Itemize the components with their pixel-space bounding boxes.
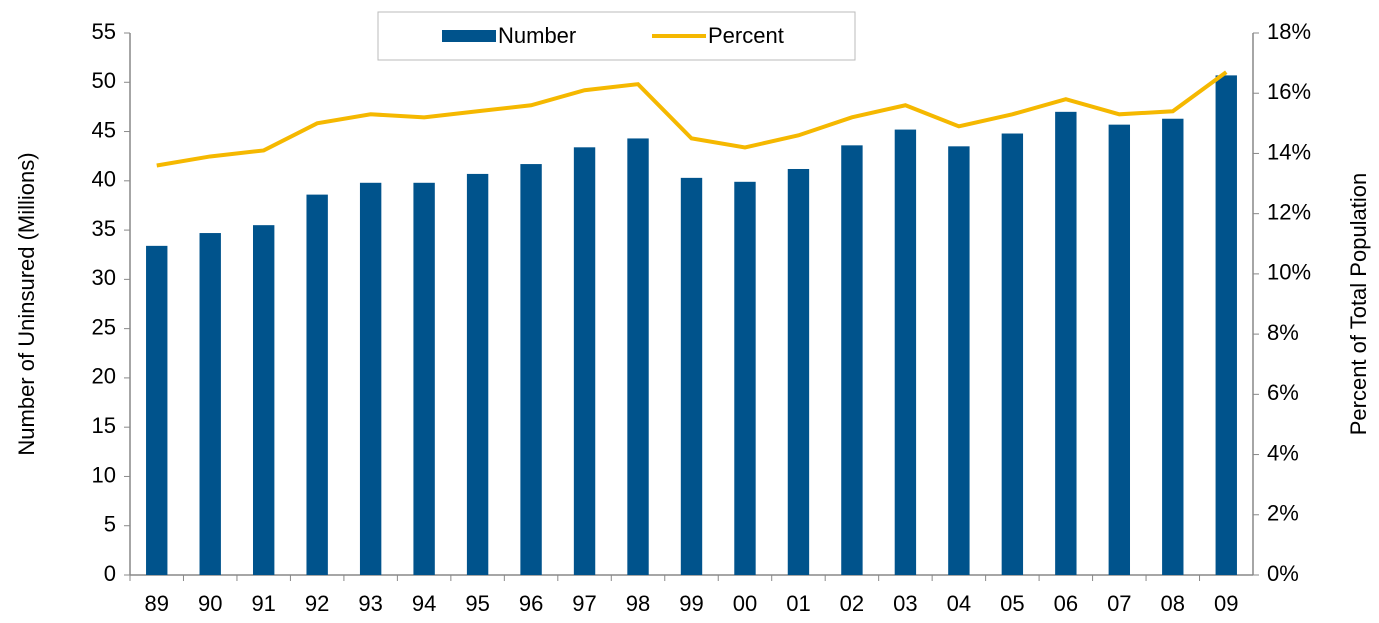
y2-tick-label: 16% <box>1267 79 1311 104</box>
bar <box>573 147 596 575</box>
y2-axis-title: Percent of Total Population <box>1346 173 1371 436</box>
x-tick-label: 00 <box>733 591 757 616</box>
y-tick-label: 5 <box>104 512 116 537</box>
y2-tick-label: 6% <box>1267 380 1299 405</box>
y-axis-title: Number of Uninsured (Millions) <box>14 152 39 455</box>
bar <box>948 146 970 575</box>
y-tick-label: 15 <box>92 413 116 438</box>
y2-tick-label: 2% <box>1267 501 1299 526</box>
legend-label: Percent <box>708 23 784 48</box>
y-tick-label: 55 <box>92 19 116 44</box>
x-tick-label: 06 <box>1054 591 1078 616</box>
x-tick-label: 94 <box>412 591 436 616</box>
x-tick-label: 02 <box>840 591 864 616</box>
y-tick-label: 0 <box>104 561 116 586</box>
bar <box>1162 118 1184 575</box>
x-tick-label: 04 <box>947 591 971 616</box>
x-tick-label: 09 <box>1214 591 1238 616</box>
y2-tick-label: 10% <box>1267 260 1311 285</box>
bar <box>252 225 275 575</box>
bar <box>146 245 168 575</box>
x-tick-label: 97 <box>572 591 596 616</box>
y2-tick-label: 18% <box>1267 19 1311 44</box>
bar <box>1108 124 1131 575</box>
x-tick-label: 01 <box>786 591 810 616</box>
y-tick-label: 30 <box>92 265 116 290</box>
bar <box>413 182 435 575</box>
y2-tick-label: 14% <box>1267 139 1311 164</box>
x-tick-label: 08 <box>1161 591 1185 616</box>
bar <box>520 164 542 575</box>
x-tick-label: 90 <box>198 591 222 616</box>
legend-swatch <box>442 30 496 42</box>
bar <box>734 181 756 575</box>
y-tick-label: 40 <box>92 167 116 192</box>
y2-tick-label: 8% <box>1267 320 1299 345</box>
y-tick-label: 35 <box>92 216 116 241</box>
x-tick-label: 05 <box>1000 591 1024 616</box>
bar <box>787 168 810 575</box>
bar <box>627 138 649 575</box>
bar <box>1215 75 1237 575</box>
y-tick-label: 45 <box>92 117 116 142</box>
y2-tick-label: 0% <box>1267 561 1299 586</box>
y-tick-label: 50 <box>92 68 116 93</box>
x-tick-label: 98 <box>626 591 650 616</box>
x-tick-label: 91 <box>251 591 275 616</box>
x-tick-label: 92 <box>305 591 329 616</box>
y-tick-label: 10 <box>92 462 116 487</box>
x-tick-label: 07 <box>1107 591 1131 616</box>
x-tick-label: 03 <box>893 591 917 616</box>
y-tick-label: 25 <box>92 314 116 339</box>
bar <box>841 145 863 576</box>
bar <box>1055 111 1077 575</box>
x-tick-label: 99 <box>679 591 703 616</box>
bar <box>894 129 917 576</box>
bar <box>306 194 328 575</box>
x-tick-label: 96 <box>519 591 543 616</box>
y2-tick-label: 12% <box>1267 199 1311 224</box>
x-tick-label: 89 <box>144 591 168 616</box>
bar <box>359 182 382 575</box>
bar <box>466 173 489 576</box>
x-tick-label: 95 <box>465 591 489 616</box>
bar <box>680 177 703 575</box>
x-tick-label: 93 <box>358 591 382 616</box>
bar <box>1001 133 1024 575</box>
bar <box>199 233 221 575</box>
y2-tick-label: 4% <box>1267 440 1299 465</box>
y-tick-label: 20 <box>92 364 116 389</box>
legend-label: Number <box>498 23 576 48</box>
line <box>156 70 1228 168</box>
